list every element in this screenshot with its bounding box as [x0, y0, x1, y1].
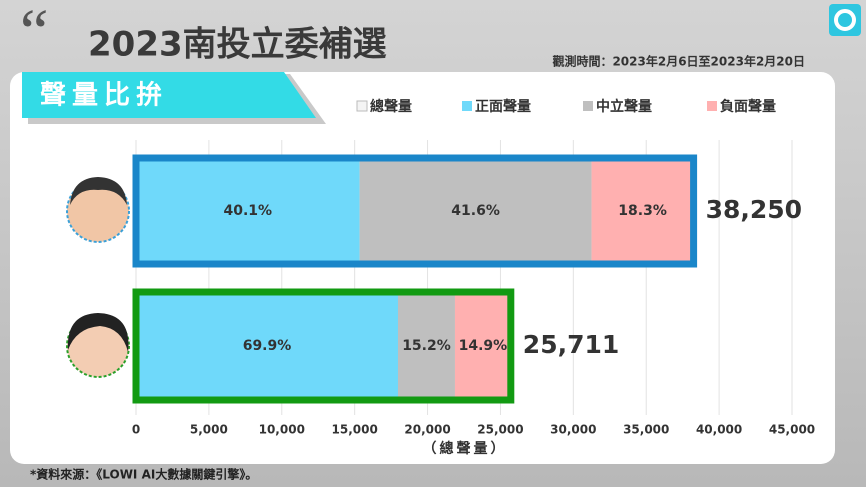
value-label: 14.9% [459, 338, 508, 354]
x-tick-label: 30,000 [550, 423, 596, 437]
avatar-hair [67, 313, 129, 352]
x-tick-label: 25,000 [477, 423, 523, 437]
total-label: 25,711 [523, 330, 619, 359]
x-tick-label: 5,000 [190, 423, 228, 437]
bar-segment [136, 292, 398, 400]
value-label: 40.1% [224, 203, 273, 219]
x-axis-title: （總聲量） [423, 440, 508, 457]
x-tick-label: 10,000 [259, 423, 305, 437]
avatar-hair [70, 177, 127, 205]
legend-swatch [583, 101, 593, 111]
value-label: 41.6% [451, 203, 500, 219]
banner-text: 聲量比拚 [40, 81, 168, 111]
face-2 [66, 313, 130, 378]
bar-segment [591, 158, 694, 264]
subtitle: 觀測時間：2023年2月6日至2023年2月20日 [552, 54, 805, 69]
bar-segment [359, 158, 592, 264]
x-tick-label: 45,000 [769, 423, 815, 437]
bar-segment [397, 292, 455, 400]
x-tick-label: 0 [132, 423, 140, 437]
source: *資料來源：《LOWI AI大數據關鍵引擎》。 [30, 467, 257, 482]
legend-label: 正面聲量 [475, 98, 531, 115]
legend-swatch [707, 101, 717, 111]
x-tick-label: 35,000 [623, 423, 669, 437]
total-label: 38,250 [706, 195, 802, 224]
x-tick-label: 15,000 [332, 423, 378, 437]
banner [22, 72, 316, 118]
bar-segment [136, 158, 360, 264]
legend-swatch [462, 101, 472, 111]
chart-title: 2023南投立委補選 [88, 25, 387, 65]
quote-icon: “ [20, 0, 48, 67]
x-tick-label: 40,000 [696, 423, 742, 437]
legend-label: 負面聲量 [720, 98, 776, 115]
x-tick-label: 20,000 [404, 423, 450, 437]
legend-label: 中立聲量 [596, 98, 652, 115]
total-outline [132, 288, 515, 404]
total-outline [132, 154, 698, 268]
value-label: 69.9% [243, 338, 292, 354]
legend-label: 總聲量 [370, 98, 412, 115]
legend-swatch [356, 100, 368, 112]
bar-segment [454, 292, 511, 400]
logo [829, 4, 861, 36]
face-1 [66, 177, 130, 243]
value-label: 15.2% [402, 338, 451, 354]
value-label: 18.3% [618, 203, 667, 219]
card [10, 72, 835, 464]
logo-mark [834, 9, 856, 31]
